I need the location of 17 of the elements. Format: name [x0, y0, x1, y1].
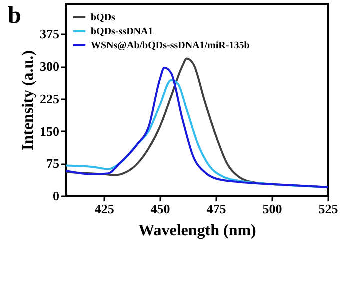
- x-tick-label: 450: [150, 202, 170, 216]
- x-axis-title: Wavelength (nm): [138, 222, 256, 240]
- x-tick-label: 425: [94, 202, 115, 216]
- x-tick-label: 475: [206, 202, 227, 216]
- y-tick-label: 375: [40, 26, 60, 42]
- legend-label: bQDs: [91, 12, 116, 24]
- y-tick-label: 225: [40, 91, 60, 106]
- y-tick-label: 300: [40, 59, 60, 74]
- legend-label: bQDs-ssDNA1: [91, 26, 154, 38]
- x-tick-label: 525: [318, 202, 339, 216]
- y-tick-label: 0: [53, 188, 60, 204]
- legend-label: WSNs@Ab/bQDs-ssDNA1/miR-135b: [91, 40, 250, 52]
- chart-title: b: [8, 3, 22, 29]
- x-tick-label: 500: [262, 202, 282, 216]
- y-tick-label: 150: [40, 124, 60, 139]
- y-axis-title: Intensity (a.u.): [20, 50, 37, 151]
- y-tick-label: 75: [46, 156, 60, 172]
